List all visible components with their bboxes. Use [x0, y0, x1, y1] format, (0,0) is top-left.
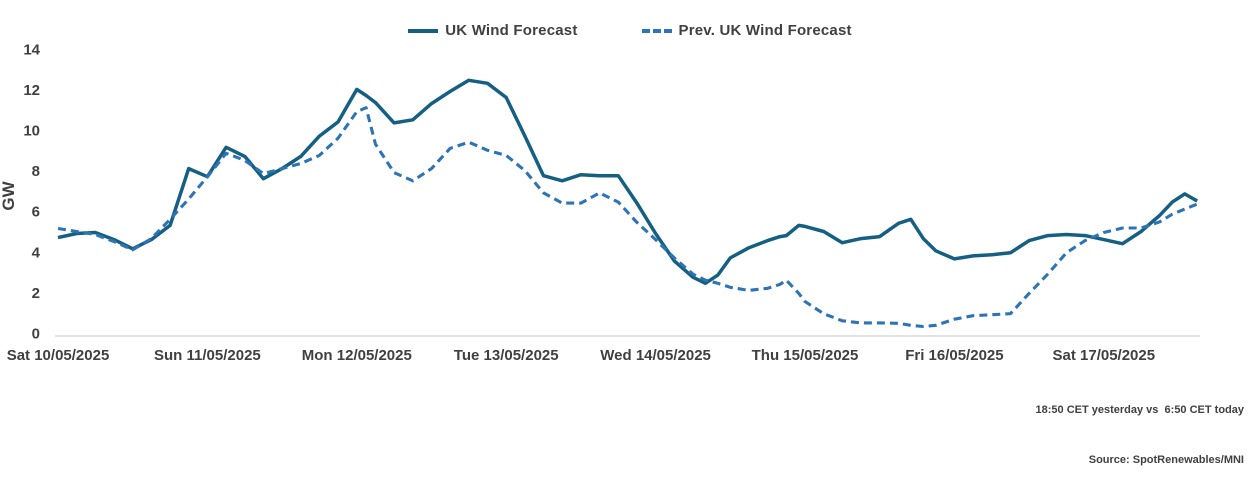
footnote-source: Source: SpotRenewables/MNI — [1088, 453, 1244, 466]
line-chart: 0 2 4 6 8 10 12 14 Sat 10/05/2025 Sun 11/05/2025 M… — [0, 41, 1200, 364]
x-tick-label: Mon 12/05/2025 — [302, 347, 412, 364]
chart-canvas: 0 2 4 6 8 10 12 14 Sat 10/05/2025 Sun 11/05/2025 M… — [0, 22, 1244, 466]
y-tick-label: 4 — [32, 244, 41, 261]
x-tick-label: Sat 10/05/2025 — [7, 347, 110, 364]
y-tick-label: 2 — [32, 285, 40, 302]
x-tick-label: Wed 14/05/2025 — [600, 347, 711, 364]
y-tick-label: 10 — [23, 123, 40, 140]
x-tick-label: Sat 17/05/2025 — [1053, 347, 1156, 364]
x-tick-label: Tue 13/05/2025 — [454, 347, 559, 364]
y-tick-label: 8 — [32, 163, 40, 180]
x-tick-label: Sun 11/05/2025 — [154, 347, 261, 364]
x-tick-label: Thu 15/05/2025 — [752, 347, 859, 364]
y-tick-label: 12 — [23, 82, 40, 99]
y-tick-label: 14 — [23, 41, 40, 58]
y-axis-title: GW — [0, 180, 18, 210]
footnote-timestamps: 18:50 CET yesterday vs 6:50 CET today — [1035, 404, 1244, 416]
y-tick-label: 0 — [32, 326, 40, 343]
chart-footnote: 18:50 CET yesterday vs 6:50 CET today So… — [1036, 369, 1244, 501]
y-tick-label: 6 — [32, 204, 40, 221]
series-line-prev-uk-wind-forecast — [57, 106, 1198, 329]
series-line-uk-wind-forecast — [57, 78, 1199, 286]
x-tick-label: Fri 16/05/2025 — [905, 347, 1003, 364]
